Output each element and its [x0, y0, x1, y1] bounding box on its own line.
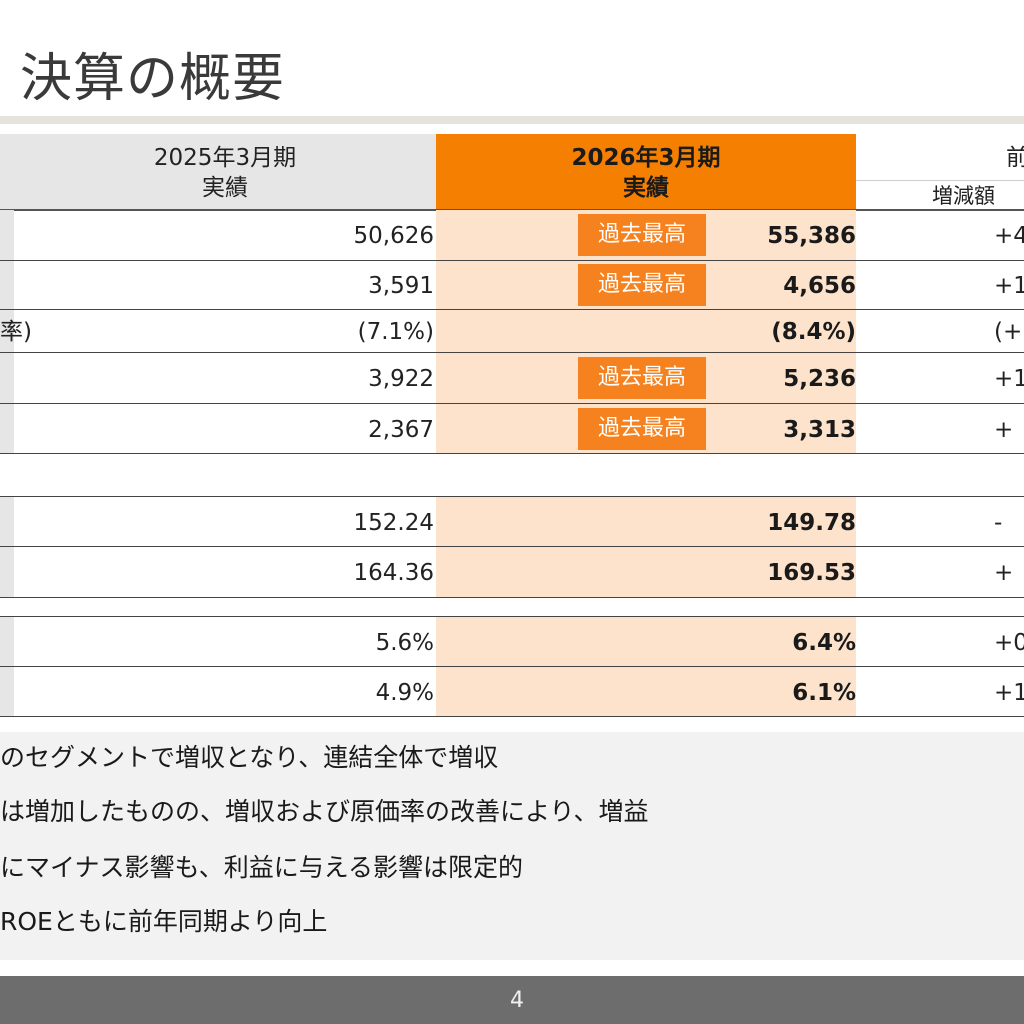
title-divider	[0, 116, 1024, 124]
row-current-cell	[436, 310, 856, 352]
header-change-cell	[856, 134, 1024, 210]
row-label-fragment: 率)	[0, 319, 32, 345]
page-number: 4	[510, 988, 524, 1013]
row-left-cell	[0, 261, 14, 309]
current-year-value: 55,386	[767, 223, 856, 249]
row-left-cell	[0, 667, 14, 716]
prev-year-value: 164.36	[353, 560, 434, 586]
prev-year-value: 4.9%	[375, 680, 434, 706]
row-left-cell	[0, 353, 14, 403]
table-row-rule	[0, 403, 1024, 404]
header-change-divider	[856, 180, 1024, 181]
prev-year-value: 3,922	[368, 366, 434, 392]
record-high-badge: 過去最高	[578, 408, 706, 450]
table-row-rule	[0, 716, 1024, 717]
header-current-year-cell	[436, 134, 856, 210]
note-line-4: ROEともに前年同期より向上	[0, 907, 328, 936]
prev-year-value: 152.24	[353, 510, 434, 536]
table-row-rule	[0, 616, 1024, 617]
table-row-rule	[0, 453, 1024, 454]
row-current-cell	[436, 497, 856, 546]
record-high-badge: 過去最高	[578, 357, 706, 399]
header-left-cell	[0, 134, 14, 210]
note-line-2: は増加したものの、増収および原価率の改善により、増益	[0, 797, 649, 826]
row-left-cell	[0, 547, 14, 597]
row-left-cell	[0, 617, 14, 666]
header-prev-year: 2025年3月期	[153, 145, 297, 171]
current-year-value: 6.4%	[792, 630, 856, 656]
change-value: +1	[994, 366, 1024, 392]
note-line-3: にマイナス影響も、利益に与える影響は限定的	[0, 853, 524, 882]
table-row-rule	[0, 260, 1024, 261]
header-prev-year-cell	[14, 134, 436, 210]
current-year-value: 149.78	[767, 510, 856, 536]
current-year-value: (8.4%)	[771, 319, 856, 345]
record-high-badge: 過去最高	[578, 264, 706, 306]
prev-year-value: 5.6%	[375, 630, 434, 656]
change-value: +	[994, 417, 1014, 443]
prev-year-value: 50,626	[353, 223, 434, 249]
footer-bar	[0, 976, 1024, 1024]
row-current-cell	[436, 617, 856, 666]
table-row-rule	[0, 352, 1024, 353]
change-value: -	[994, 510, 1003, 536]
prev-year-value: (7.1%)	[357, 319, 434, 345]
table-row-rule	[0, 546, 1024, 547]
current-year-value: 4,656	[783, 273, 856, 299]
change-value: +4	[994, 223, 1024, 249]
change-value: +0	[994, 630, 1024, 656]
row-left-cell	[0, 404, 14, 453]
header-change-amount: 増減額	[932, 184, 995, 208]
current-year-value: 3,313	[783, 417, 856, 443]
note-line-1: のセグメントで増収となり、連結全体で増収	[0, 743, 499, 772]
prev-year-value: 3,591	[368, 273, 434, 299]
table-row-rule	[0, 309, 1024, 310]
row-left-cell	[0, 210, 14, 260]
current-year-value: 169.53	[767, 560, 856, 586]
current-year-value: 5,236	[783, 366, 856, 392]
current-year-value: 6.1%	[792, 680, 856, 706]
notes-panel	[0, 732, 1024, 960]
change-value: +	[994, 560, 1014, 586]
row-current-cell	[436, 667, 856, 716]
row-left-cell	[0, 310, 14, 352]
change-value: +1	[994, 680, 1024, 706]
change-value: (+1	[994, 319, 1024, 345]
change-value: +1	[994, 273, 1024, 299]
header-current-results: 実績	[623, 175, 669, 201]
header-current-year: 2026年3月期	[571, 145, 721, 171]
record-high-badge: 過去最高	[578, 214, 706, 256]
table-row-rule	[0, 496, 1024, 497]
page-title: 決算の概要	[20, 49, 286, 109]
header-change-title: 前	[1006, 145, 1024, 171]
row-current-cell	[436, 547, 856, 597]
header-prev-results: 実績	[202, 175, 248, 201]
prev-year-value: 2,367	[368, 417, 434, 443]
table-row-rule	[0, 597, 1024, 598]
table-row-rule	[0, 666, 1024, 667]
row-left-cell	[0, 497, 14, 546]
